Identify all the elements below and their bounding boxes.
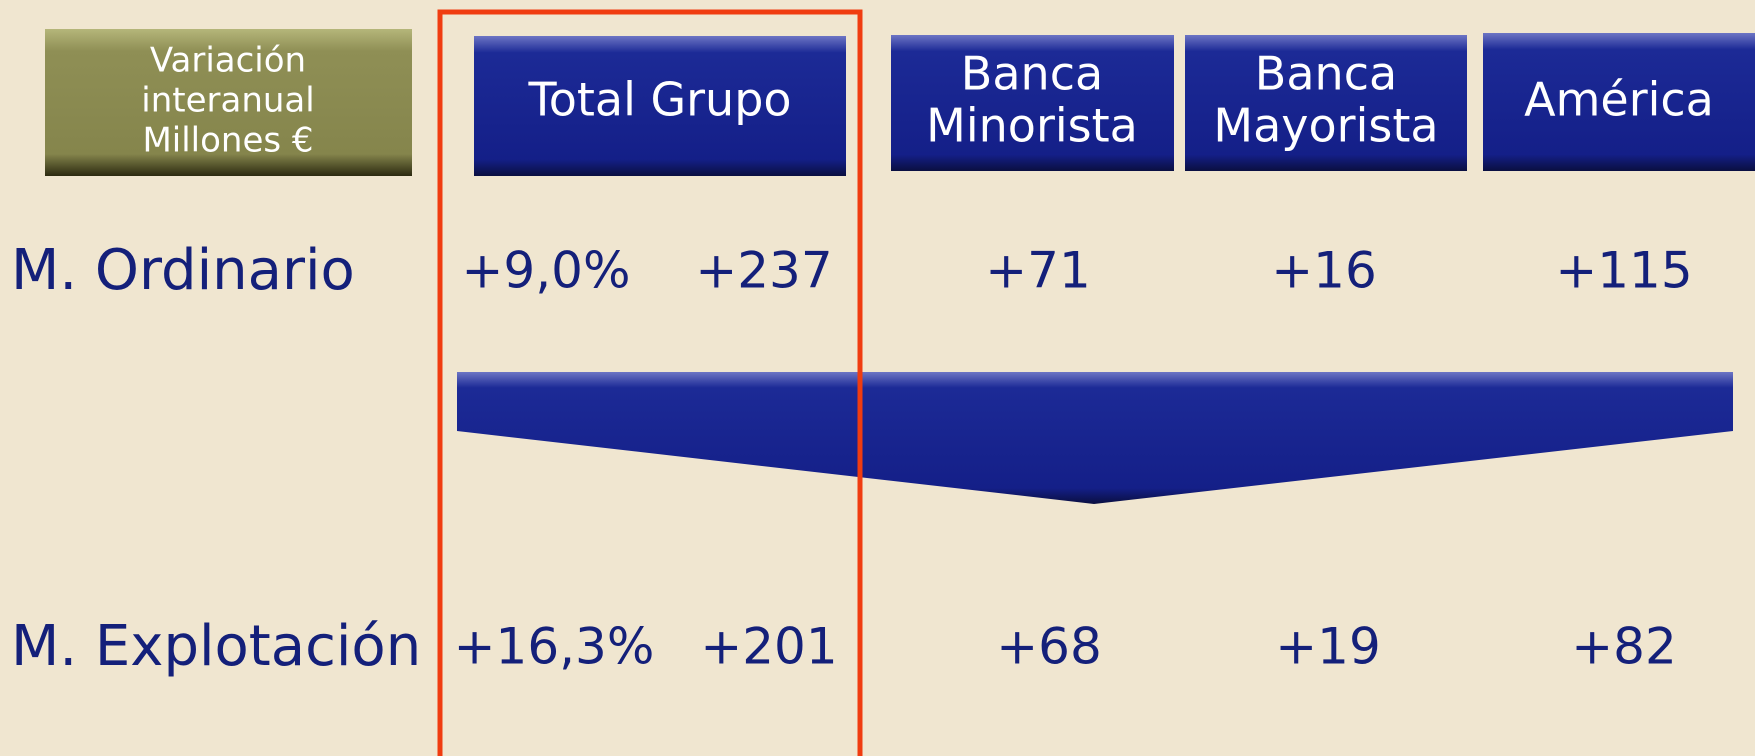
cell-value: +82 <box>1571 618 1677 676</box>
header-label: Millones € <box>142 121 313 161</box>
cell-value: +71 <box>985 242 1091 300</box>
cell-value: +19 <box>1275 618 1381 676</box>
column-header: Total Grupo <box>527 73 791 127</box>
column-header: Minorista <box>926 99 1138 153</box>
header-label: interanual <box>141 81 314 121</box>
column-header: América <box>1524 73 1714 127</box>
arrow <box>457 372 1733 504</box>
header-label: Variación <box>150 41 306 81</box>
cell-value: +237 <box>695 242 832 300</box>
column-box <box>891 35 1174 171</box>
column-header: Banca <box>1255 47 1397 101</box>
column-box <box>474 36 846 176</box>
cell-value: +201 <box>700 618 837 676</box>
cell-value: +16 <box>1271 242 1377 300</box>
column-header: Mayorista <box>1213 99 1438 153</box>
header-box <box>45 29 412 176</box>
cell-value: +115 <box>1555 242 1692 300</box>
column-box <box>1185 35 1467 171</box>
column-header: Banca <box>961 47 1103 101</box>
cell-value: +68 <box>996 618 1102 676</box>
row-label: M. Ordinario <box>11 238 355 303</box>
cell-value: +9,0% <box>462 242 631 300</box>
column-box <box>1483 33 1755 171</box>
highlight-box <box>437 9 863 756</box>
row-label: M. Explotación <box>11 614 421 679</box>
cell-value: +16,3% <box>454 618 655 676</box>
